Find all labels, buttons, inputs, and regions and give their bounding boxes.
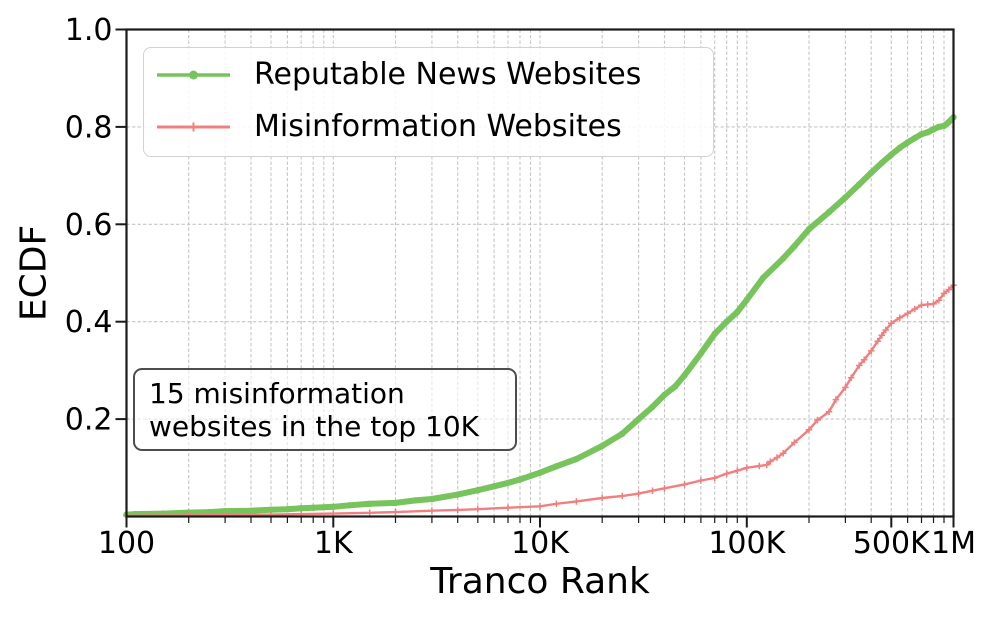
legend-line-circle-marker [157,70,230,80]
annotation-line-1: 15 misinformation [149,377,405,410]
x-tick-label: 1K [314,526,354,561]
axis-ticks [115,28,955,528]
y-tick-label: 0.2 [65,403,113,438]
x-tick-label: 100K [708,526,786,561]
legend-item-reputable: Reputable News Websites [144,60,641,90]
x-tick-label: 10K [511,526,570,561]
y-axis-title: ECDF [13,224,55,322]
annotation-box: 15 misinformation websites in the top 10… [133,368,517,451]
legend-label-reputable: Reputable News Websites [254,57,642,92]
legend-label-misinformation: Misinformation Websites [254,109,622,144]
legend-line-plus-marker [157,122,230,132]
gridlines [126,28,955,517]
series-markers-1 [123,281,957,520]
plot-border [125,28,955,518]
legend-item-misinformation: Misinformation Websites [144,112,622,142]
y-tick-label: 0.4 [65,305,113,340]
y-tick-label: 1.0 [65,13,113,48]
legend: Reputable News Websites Misinformation W… [143,47,714,157]
annotation-line-2: websites in the top 10K [149,410,480,443]
y-tick-label: 0.8 [65,110,113,145]
x-tick-label: 500K [853,526,931,561]
x-tick-label: 100 [98,526,155,561]
y-tick-label: 0.6 [65,208,113,243]
x-tick-label: 1M [931,526,976,561]
x-axis-title: Tranco Rank [430,561,650,602]
